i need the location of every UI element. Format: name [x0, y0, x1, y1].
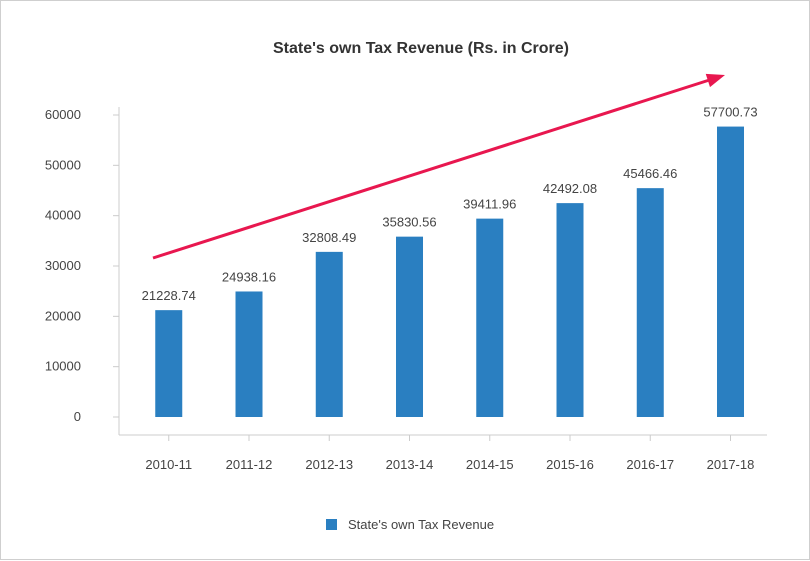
data-label: 57700.73 — [703, 105, 757, 120]
bar — [235, 291, 263, 417]
x-tick-label: 2014-15 — [466, 457, 514, 472]
y-tick-label: 40000 — [45, 208, 81, 223]
bar — [556, 203, 584, 417]
y-tick-label: 0 — [74, 409, 81, 424]
bar — [636, 188, 664, 417]
legend-swatch — [326, 519, 337, 530]
data-label: 42492.08 — [543, 181, 597, 196]
y-tick-label: 50000 — [45, 157, 81, 172]
chart-title: State's own Tax Revenue (Rs. in Crore) — [273, 40, 569, 57]
bars — [155, 126, 745, 417]
legend: State's own Tax Revenue — [326, 517, 494, 532]
x-axis: 2010-11 2011-12 2012-13 2013-14 2014-15 2015-… — [119, 434, 767, 472]
trend-arrow-head — [705, 73, 725, 88]
bar — [476, 218, 504, 417]
bar — [155, 310, 183, 417]
x-tick-label: 2012-13 — [305, 457, 353, 472]
data-label: 35830.56 — [382, 215, 436, 230]
x-tick-label: 2010-11 — [145, 457, 192, 472]
legend-label: State's own Tax Revenue — [348, 517, 494, 532]
x-tick-label: 2015-16 — [546, 457, 594, 472]
y-tick-label: 20000 — [45, 308, 81, 323]
x-tick-label: 2016-17 — [626, 457, 674, 472]
data-label: 24938.16 — [222, 269, 276, 284]
x-tick-label: 2011-12 — [226, 457, 273, 472]
y-tick-label: 60000 — [45, 107, 81, 122]
y-tick-label: 30000 — [45, 258, 81, 273]
x-tick-label: 2017-18 — [707, 457, 755, 472]
y-tick-label: 10000 — [45, 359, 81, 374]
trend-arrow — [152, 73, 725, 260]
data-labels: 21228.74 24938.16 32808.49 35830.56 39411.96… — [142, 105, 758, 304]
x-tick-label: 2013-14 — [386, 457, 434, 472]
data-label: 39411.96 — [463, 197, 516, 212]
bar — [315, 251, 343, 417]
data-label: 21228.74 — [142, 288, 196, 303]
data-label: 45466.46 — [623, 166, 677, 181]
data-label: 32808.49 — [302, 230, 356, 245]
trend-arrow-line — [152, 78, 712, 260]
y-axis: 0 10000 20000 30000 40000 50000 60000 — [45, 107, 120, 435]
bar — [396, 236, 424, 417]
bar — [717, 126, 745, 417]
